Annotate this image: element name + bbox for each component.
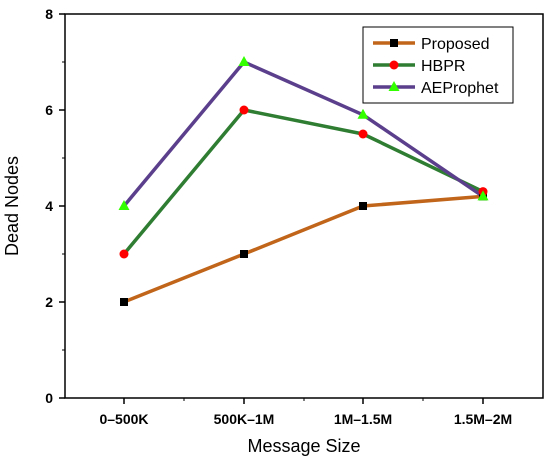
legend-marker (390, 39, 398, 47)
x-tick-label: 1M–1.5M (334, 411, 392, 427)
x-axis-title: Message Size (247, 436, 360, 456)
legend-marker (388, 81, 400, 91)
x-tick-label: 1.5M–2M (454, 411, 512, 427)
series-markers-proposed (120, 192, 487, 306)
data-point-aeprophet (118, 200, 130, 210)
y-axis-title: Dead Nodes (2, 156, 22, 256)
series-line-hbpr (122, 108, 484, 256)
legend-marker (389, 60, 399, 70)
series-hbpr (122, 108, 484, 256)
y-axis: 0 2 4 6 8 (45, 6, 65, 406)
legend: Proposed HBPR AEProphet (362, 26, 514, 104)
series-aeprophet (122, 60, 484, 208)
series-markers-hbpr (119, 105, 488, 259)
data-point-hbpr (358, 129, 368, 139)
data-point-proposed (240, 250, 248, 258)
data-point-hbpr (239, 105, 249, 115)
legend-label: AEProphet (421, 80, 499, 97)
y-tick-label: 8 (45, 6, 53, 22)
y-tick-label: 4 (45, 198, 53, 214)
legend-label: HBPR (421, 58, 465, 75)
y-tick-label: 2 (45, 294, 53, 310)
data-point-aeprophet (477, 190, 489, 201)
series-line-aeprophet (122, 60, 484, 208)
series-layer (118, 56, 489, 306)
x-tick-label: 0–500K (99, 411, 148, 427)
x-tick-label: 500K–1M (214, 411, 275, 427)
data-point-aeprophet (357, 108, 369, 119)
legend-label: Proposed (421, 36, 490, 53)
series-markers-aeprophet (118, 56, 489, 210)
data-point-aeprophet (238, 56, 250, 66)
data-point-proposed (120, 298, 128, 306)
y-tick-label: 6 (45, 102, 53, 118)
y-tick-label: 0 (45, 390, 53, 406)
data-point-proposed (359, 202, 367, 210)
x-axis: 0–500K 500K–1M 1M–1.5M 1.5M–2M (99, 398, 512, 427)
series-line-proposed (123, 194, 484, 304)
data-point-hbpr (119, 249, 129, 259)
series-proposed (123, 194, 484, 304)
